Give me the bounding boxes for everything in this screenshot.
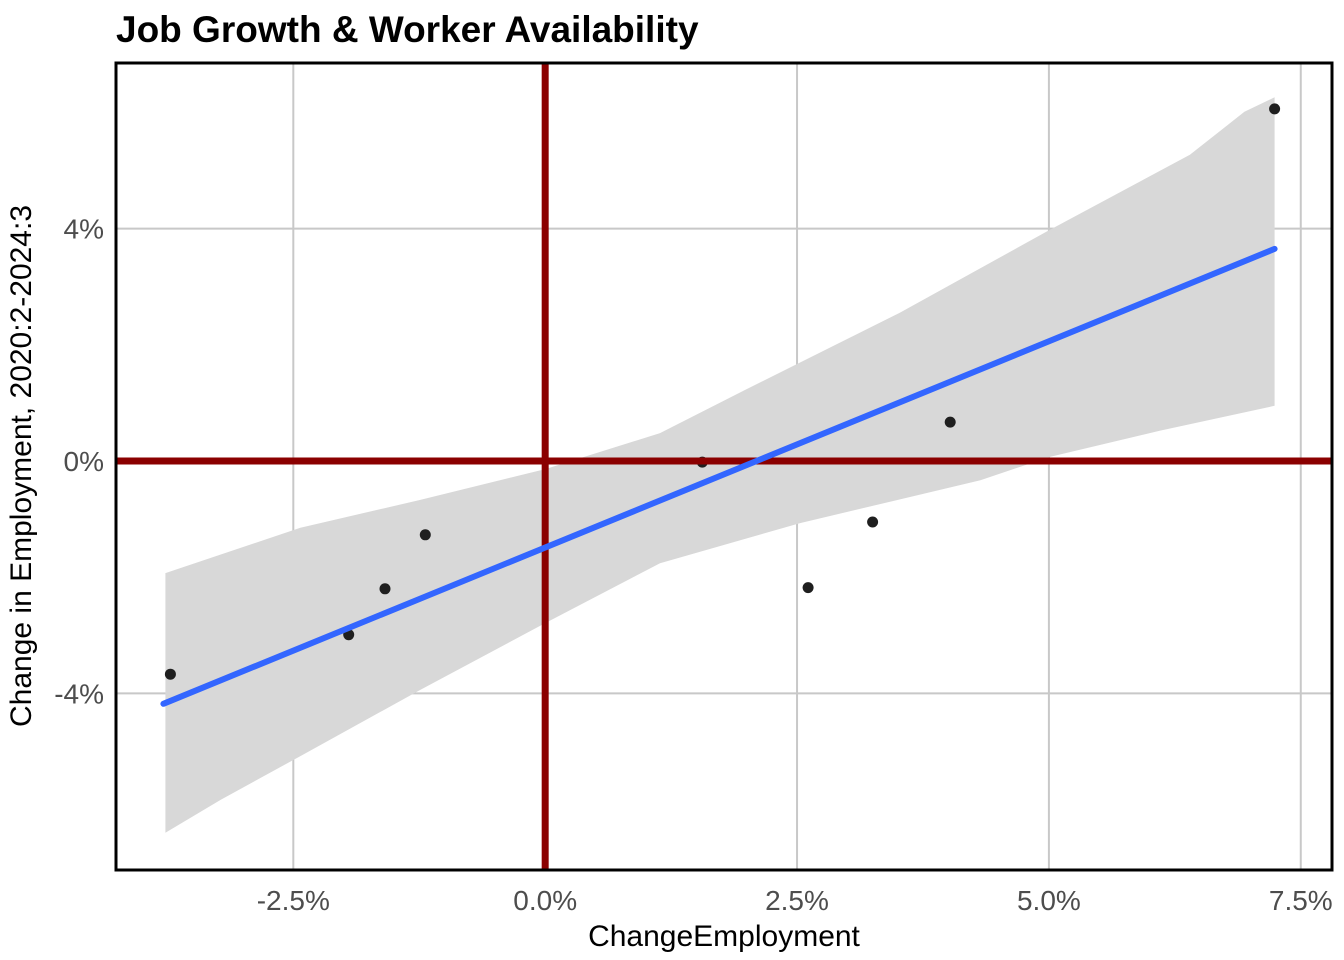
data-point-0 bbox=[164, 668, 176, 680]
data-point-2 bbox=[379, 583, 391, 595]
x-tick-label-2: 2.5% bbox=[765, 885, 829, 916]
data-point-8 bbox=[1269, 103, 1281, 115]
data-point-3 bbox=[419, 529, 431, 541]
y-axis-title: Change in Employment, 2020:2-2024:3 bbox=[5, 205, 38, 727]
x-tick-label-1: 0.0% bbox=[513, 885, 577, 916]
data-point-7 bbox=[944, 416, 956, 428]
x-tick-label-0: -2.5% bbox=[257, 885, 330, 916]
regression-line bbox=[160, 245, 1278, 707]
x-axis-title: ChangeEmployment bbox=[588, 920, 860, 953]
data-point-5 bbox=[802, 582, 814, 594]
y-tick-label-0: -4% bbox=[54, 678, 104, 709]
plot-title: Job Growth & Worker Availability bbox=[116, 9, 699, 50]
x-tick-label-3: 5.0% bbox=[1017, 885, 1081, 916]
data-point-6 bbox=[867, 516, 879, 528]
panel-border bbox=[114, 61, 1334, 872]
x-tick-label-4: 7.5% bbox=[1269, 885, 1333, 916]
confidence-band bbox=[165, 97, 1275, 833]
y-tick-label-1: 0% bbox=[64, 446, 104, 477]
y-tick-label-2: 4% bbox=[64, 214, 104, 245]
plot-layers: -2.5% 0.0% 2.5% 5.0% 7.5% -4% 0% 4% bbox=[54, 61, 1334, 916]
